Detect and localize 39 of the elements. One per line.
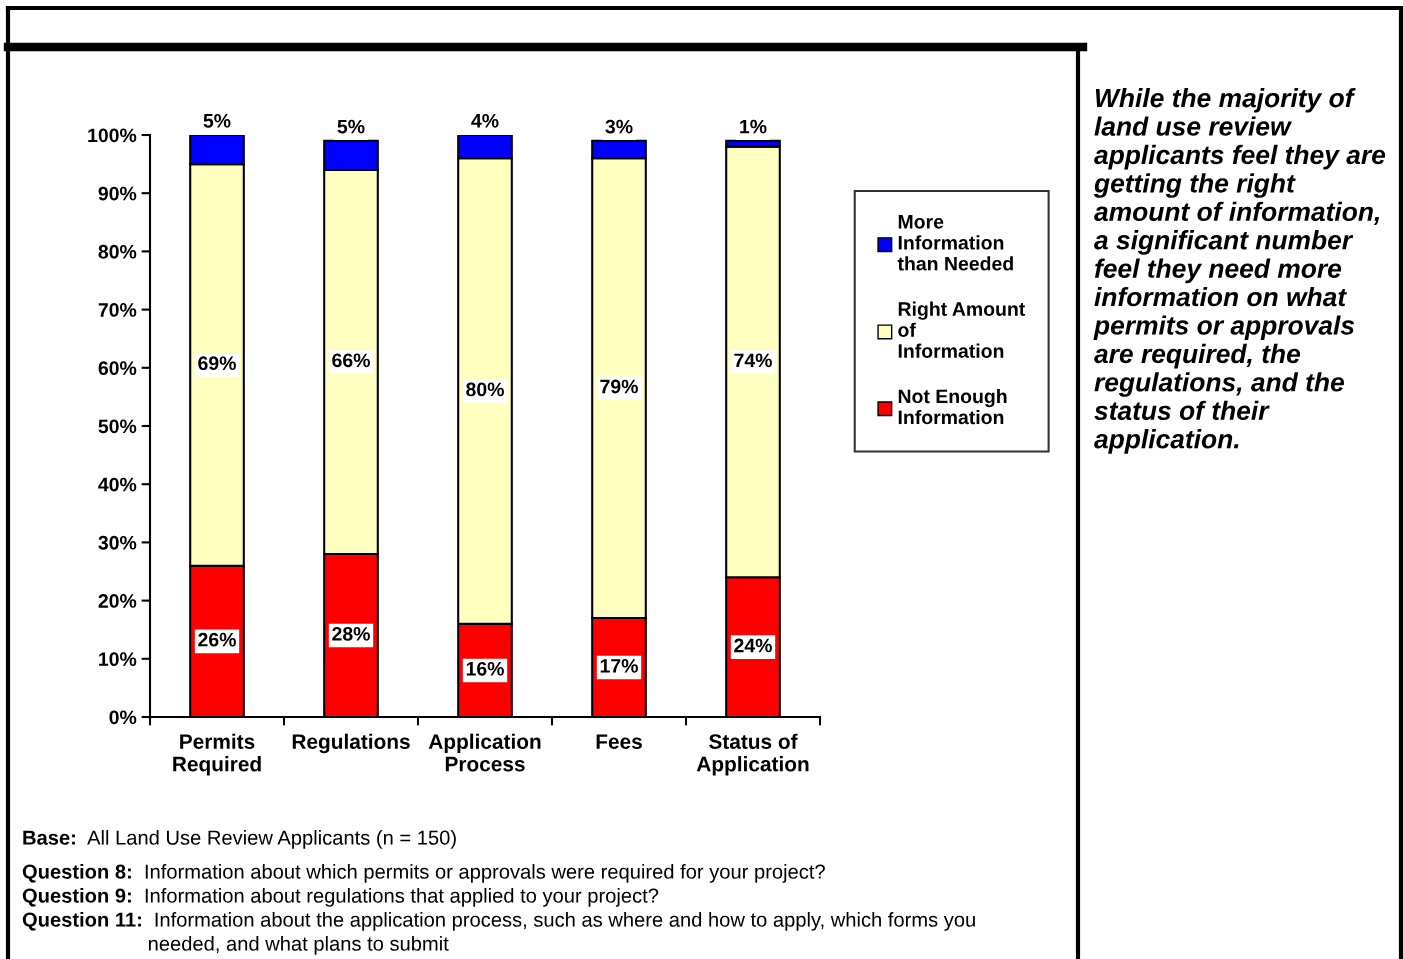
text: While the majority of land use review applicants feel they are getting the right amount of information, a significant number feel they need more information on what permits or approvals are required, the regulations, and the status of their application. (1093, 88, 1386, 454)
y-tick-label: 30% (98, 535, 137, 550)
legend-label: More Information than Needed (897, 215, 1013, 271)
y-tick-label: 100% (88, 128, 137, 143)
x-tick-label: Regulations (292, 733, 410, 754)
legend-label: Not Enough Information (898, 388, 1007, 425)
y-tick-label: 10% (99, 652, 137, 667)
data-label: 1% (740, 119, 767, 134)
data-label: 74% (734, 353, 772, 368)
y-tick-label: 90% (98, 186, 137, 201)
x-tick-label: Fees (596, 734, 642, 749)
x-tick-label: Application Process (428, 733, 541, 772)
data-label: 16% (466, 661, 504, 676)
data-label: 80% (466, 382, 504, 397)
text: Base: All Land Use Review Applicants (n = 150) (23, 830, 456, 849)
y-tick-label: 50% (98, 419, 137, 434)
data-label: 79% (600, 379, 638, 394)
x-tick-label: Permits Required (173, 733, 261, 776)
data-label: 5% (203, 113, 231, 128)
x-tick-label: Status of Application (696, 733, 809, 776)
legend-label: Right Amount of Information (898, 301, 1026, 358)
y-tick-label: 70% (98, 303, 137, 317)
data-label: 69% (198, 356, 236, 371)
data-label: 66% (332, 353, 370, 368)
y-tick-label: 0% (109, 710, 137, 725)
text: Question 11: Information about the application process, such as where and how to apply, which forms you needed, and what plans to submit (22, 912, 975, 955)
y-tick-label: 60% (98, 361, 137, 376)
text: Question 9: Information about regulations that applied to your project? (22, 888, 659, 907)
y-tick-label: 80% (98, 244, 137, 259)
data-label: 4% (471, 113, 499, 128)
y-tick-label: 40% (98, 477, 137, 492)
data-label: 5% (337, 119, 365, 134)
data-label: 24% (734, 638, 772, 653)
data-label: 17% (600, 659, 638, 673)
y-tick-label: 20% (98, 594, 137, 608)
data-label: 26% (198, 632, 236, 647)
data-label: 3% (605, 119, 633, 134)
data-label: 28% (332, 626, 370, 641)
text: Question 8: Information about which permits or approvals were required for your project? (22, 864, 825, 883)
